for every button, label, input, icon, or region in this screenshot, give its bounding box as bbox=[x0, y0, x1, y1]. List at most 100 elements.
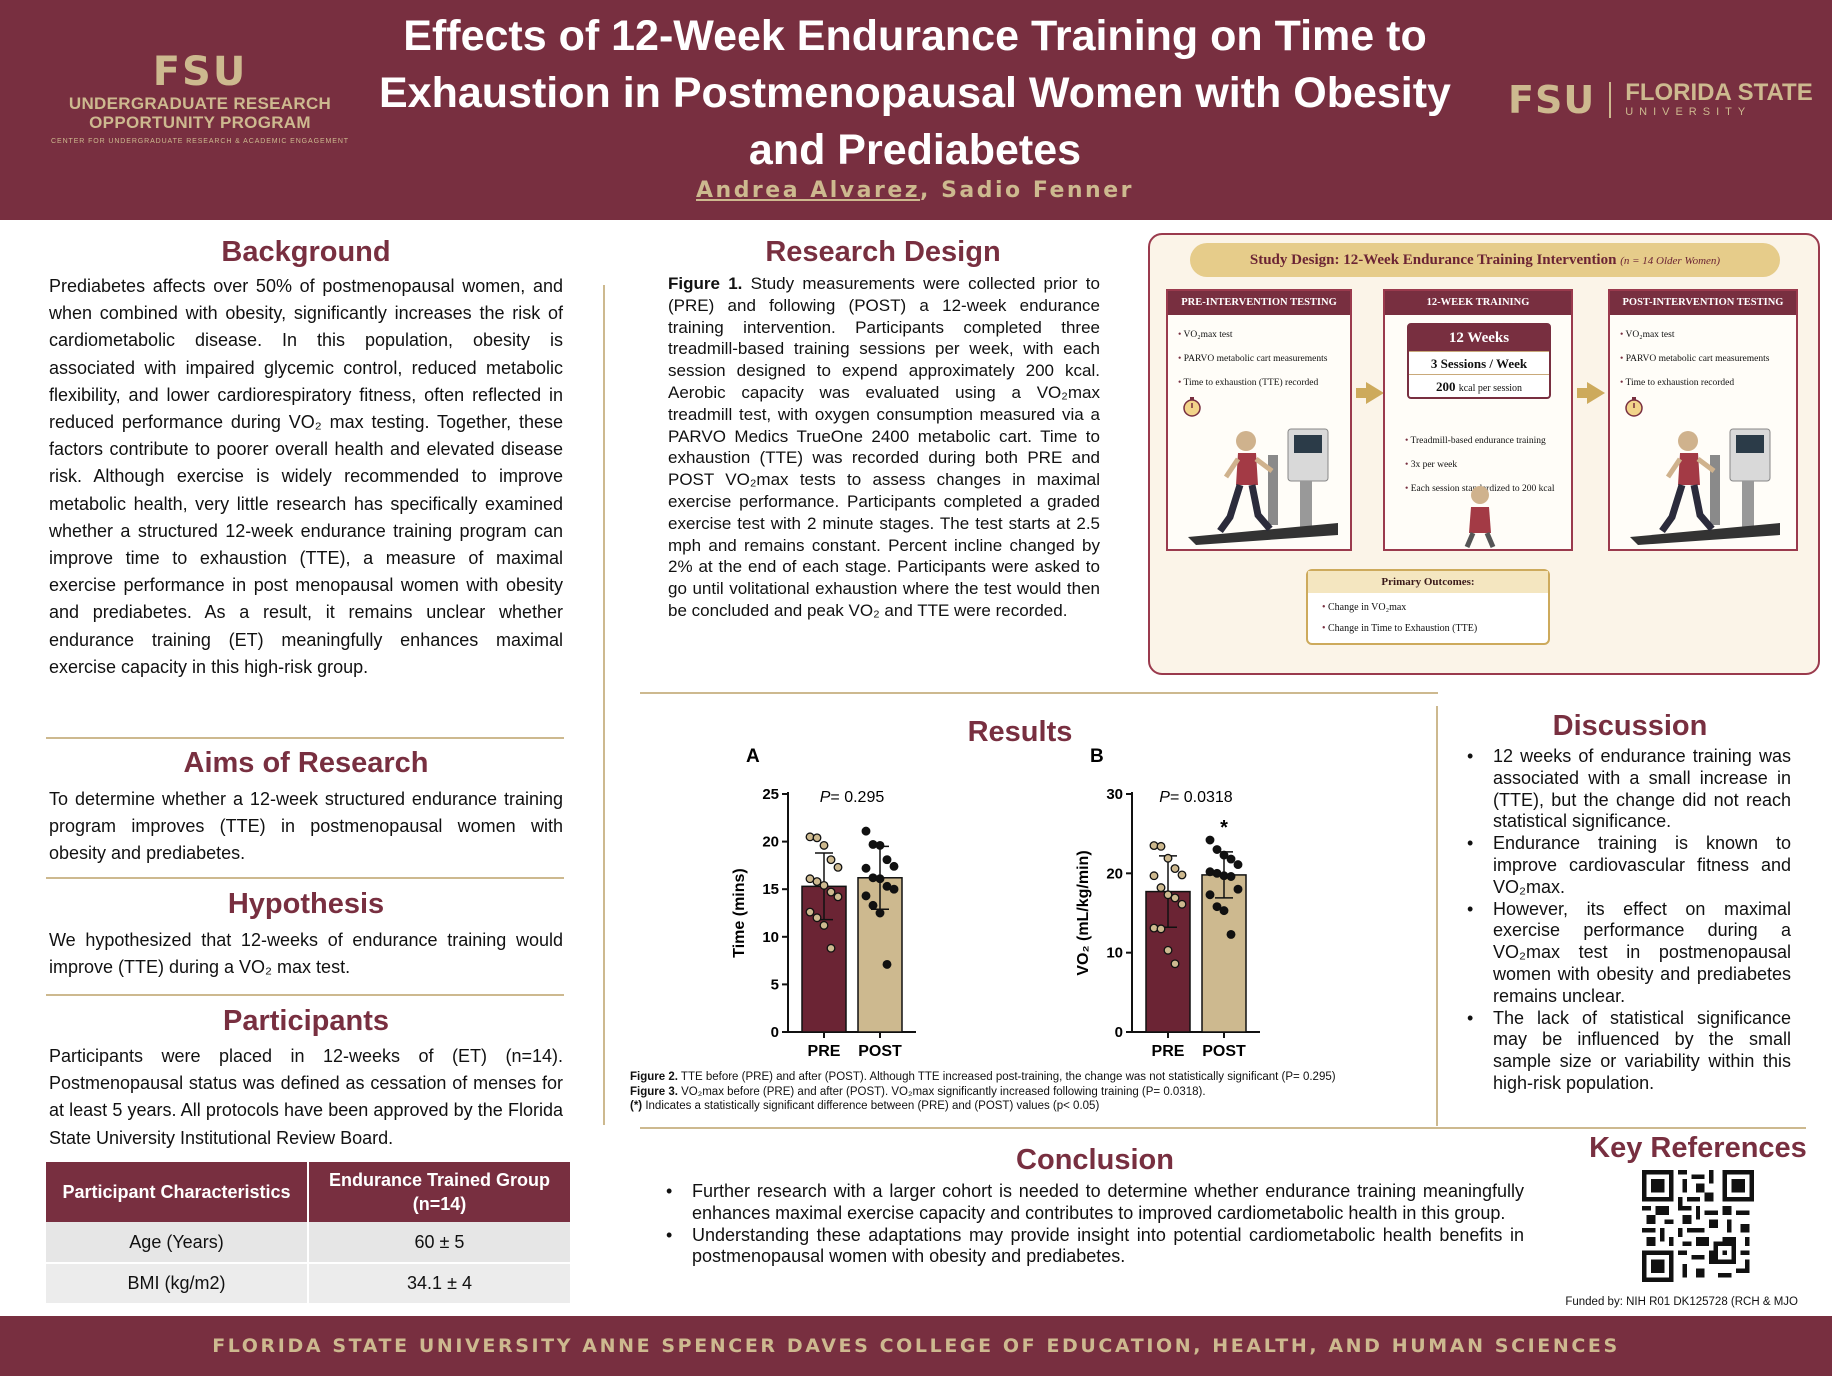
urop-logo-line3: CENTER FOR UNDERGRADUATE RESEARCH & ACAD… bbox=[51, 138, 349, 145]
data-point bbox=[889, 861, 899, 871]
fsu-logo-mark: FSU bbox=[1508, 78, 1596, 122]
post-testing-panel: POST-INTERVENTION TESTING VO₂max test PA… bbox=[1608, 289, 1798, 551]
stopwatch-icon bbox=[1625, 397, 1643, 417]
calendar-kcal-number: 200 bbox=[1435, 379, 1456, 394]
calendar-kcal-unit: kcal per session bbox=[1458, 383, 1523, 394]
y-tick-label: 20 bbox=[1106, 865, 1123, 882]
author-separator: , bbox=[920, 178, 942, 203]
data-point bbox=[1219, 906, 1229, 916]
y-tick-label: 25 bbox=[762, 786, 779, 803]
calendar-weeks: 12 Weeks bbox=[1409, 325, 1549, 351]
header-banner: FSU UNDERGRADUATE RESEARCH OPPORTUNITY P… bbox=[0, 0, 1832, 220]
table-cell-label: BMI (kg/m2) bbox=[46, 1263, 309, 1305]
urop-logo-line1: UNDERGRADUATE RESEARCH bbox=[68, 94, 332, 113]
data-point bbox=[1226, 854, 1236, 864]
significance-label: (*) bbox=[630, 1100, 643, 1112]
data-point bbox=[1205, 835, 1215, 845]
diagram-banner: Study Design: 12-Week Endurance Training… bbox=[1190, 243, 1780, 277]
y-tick-label: 30 bbox=[1106, 786, 1123, 803]
table-header-characteristics: Participant Characteristics bbox=[46, 1162, 309, 1222]
figure-2-caption: Figure 2. TTE before (PRE) and after (PO… bbox=[630, 1070, 1430, 1085]
poster-title: Effects of 12-Week Endurance Training on… bbox=[330, 8, 1500, 179]
design-heading: Research Design bbox=[765, 236, 1001, 268]
pre-testing-list: VO₂max test PARVO metabolic cart measure… bbox=[1168, 315, 1350, 395]
treadmill-runner-illustration bbox=[1188, 428, 1338, 545]
data-point bbox=[1170, 864, 1180, 874]
significance-text: Indicates a statistically significant di… bbox=[642, 1100, 1100, 1112]
data-point bbox=[826, 943, 836, 953]
calendar-card: 12 Weeks 3 Sessions / Week 200 kcal per … bbox=[1407, 323, 1551, 399]
data-point bbox=[819, 880, 829, 890]
fsu-logo-line2: UNIVERSITY bbox=[1625, 106, 1752, 118]
discussion-item: 12 weeks of endurance training was assoc… bbox=[1467, 746, 1791, 833]
data-point bbox=[1205, 890, 1215, 900]
participant-table: Participant Characteristics Endurance Tr… bbox=[46, 1162, 572, 1305]
data-point bbox=[1163, 853, 1173, 863]
funding-note: Funded by: NIH R01 DK125728 (RCH & MJO bbox=[1565, 1296, 1798, 1308]
data-point bbox=[861, 863, 871, 873]
stopwatch-icon bbox=[1183, 397, 1201, 417]
y-tick-label: 5 bbox=[771, 976, 779, 993]
conclusion-item: Understanding these adaptations may prov… bbox=[666, 1225, 1524, 1269]
list-item: Treadmill-based endurance training bbox=[1405, 429, 1554, 453]
primary-outcomes-box: Primary Outcomes: Change in VO₂max Chang… bbox=[1306, 569, 1550, 645]
design-text: Figure 1. Study measurements were collec… bbox=[668, 273, 1100, 622]
aims-text: To determine whether a 12-week structure… bbox=[49, 789, 563, 864]
flow-arrow-icon bbox=[1587, 382, 1605, 404]
primary-outcomes-title: Primary Outcomes: bbox=[1308, 571, 1548, 593]
divider bbox=[46, 737, 564, 739]
figure-3-text: VO₂max before (PRE) and after (POST). VO… bbox=[677, 1085, 1206, 1098]
data-point bbox=[812, 833, 822, 843]
data-point bbox=[1177, 899, 1187, 909]
divider bbox=[46, 994, 564, 996]
bar-post bbox=[1201, 874, 1247, 1033]
p-value-label: P= 0.295 bbox=[820, 789, 885, 806]
discussion-item: The lack of statistical significance may… bbox=[1467, 1008, 1791, 1095]
fsu-logo: FSU FLORIDA STATE UNIVERSITY bbox=[1508, 78, 1813, 122]
primary-outcomes-list: Change in VO₂max Change in Time to Exhau… bbox=[1308, 593, 1548, 639]
table-row: Age (Years) 60 ± 5 bbox=[46, 1222, 572, 1264]
data-point bbox=[1149, 871, 1159, 881]
calendar-kcal: 200 kcal per session bbox=[1409, 374, 1549, 397]
data-point bbox=[1163, 890, 1173, 900]
data-point bbox=[861, 891, 871, 901]
data-point bbox=[1177, 870, 1187, 880]
treadmill-runner-illustration bbox=[1630, 428, 1780, 545]
figure-3-caption: Figure 3. VO₂max before (PRE) and after … bbox=[630, 1085, 1430, 1100]
p-value: = 0.295 bbox=[830, 789, 884, 806]
data-point bbox=[882, 959, 892, 969]
data-point bbox=[1233, 860, 1243, 870]
title-line-1: Effects of 12-Week Endurance Training on… bbox=[403, 12, 1427, 60]
y-tick-label: 0 bbox=[771, 1024, 779, 1041]
data-point bbox=[1156, 841, 1166, 851]
data-point bbox=[1233, 884, 1243, 894]
figure-1-label: Figure 1. bbox=[668, 274, 743, 293]
urop-logo-fsu: FSU bbox=[152, 49, 248, 95]
data-point bbox=[1163, 945, 1173, 955]
flow-arrow-stem bbox=[1356, 388, 1368, 398]
data-point bbox=[875, 840, 885, 850]
participants-heading: Participants bbox=[223, 1005, 389, 1037]
data-point bbox=[875, 908, 885, 918]
training-title: 12-WEEK TRAINING INTERVENTION bbox=[1385, 291, 1571, 332]
conclusion-list: Further research with a larger cohort is… bbox=[666, 1181, 1524, 1268]
p-value: = 0.0318 bbox=[1170, 789, 1233, 806]
background-heading: Background bbox=[221, 236, 391, 268]
title-line-2: Exhaustion in Postmenopausal Women with … bbox=[379, 69, 1451, 117]
x-tick-label: PRE bbox=[808, 1043, 841, 1060]
figure-2-label: Figure 2. bbox=[630, 1071, 678, 1083]
data-point bbox=[1170, 959, 1180, 969]
flow-arrow-icon bbox=[1366, 382, 1384, 404]
divider bbox=[46, 877, 564, 879]
qr-code[interactable] bbox=[1642, 1170, 1754, 1282]
pre-testing-panel: PRE-INTERVENTION TESTING VO₂max test PAR… bbox=[1166, 289, 1352, 551]
data-point bbox=[812, 913, 822, 923]
significance-note: (*) Indicates a statistically significan… bbox=[630, 1099, 1430, 1114]
diagram-banner-title: Study Design: 12-Week Endurance Training… bbox=[1249, 252, 1617, 268]
hypothesis-text: We hypothesized that 12-weeks of enduran… bbox=[49, 930, 563, 978]
fsu-logo-line1: FLORIDA STATE bbox=[1625, 79, 1813, 106]
discussion-heading: Discussion bbox=[1552, 710, 1708, 742]
list-item: Change in VO₂max bbox=[1322, 597, 1548, 618]
discussion-item: Endurance training is known to improve c… bbox=[1467, 833, 1791, 898]
chart-a: A Time (mins) 0 5 10 15 20 25 P= 0.295 PRE POST bbox=[731, 746, 916, 1060]
